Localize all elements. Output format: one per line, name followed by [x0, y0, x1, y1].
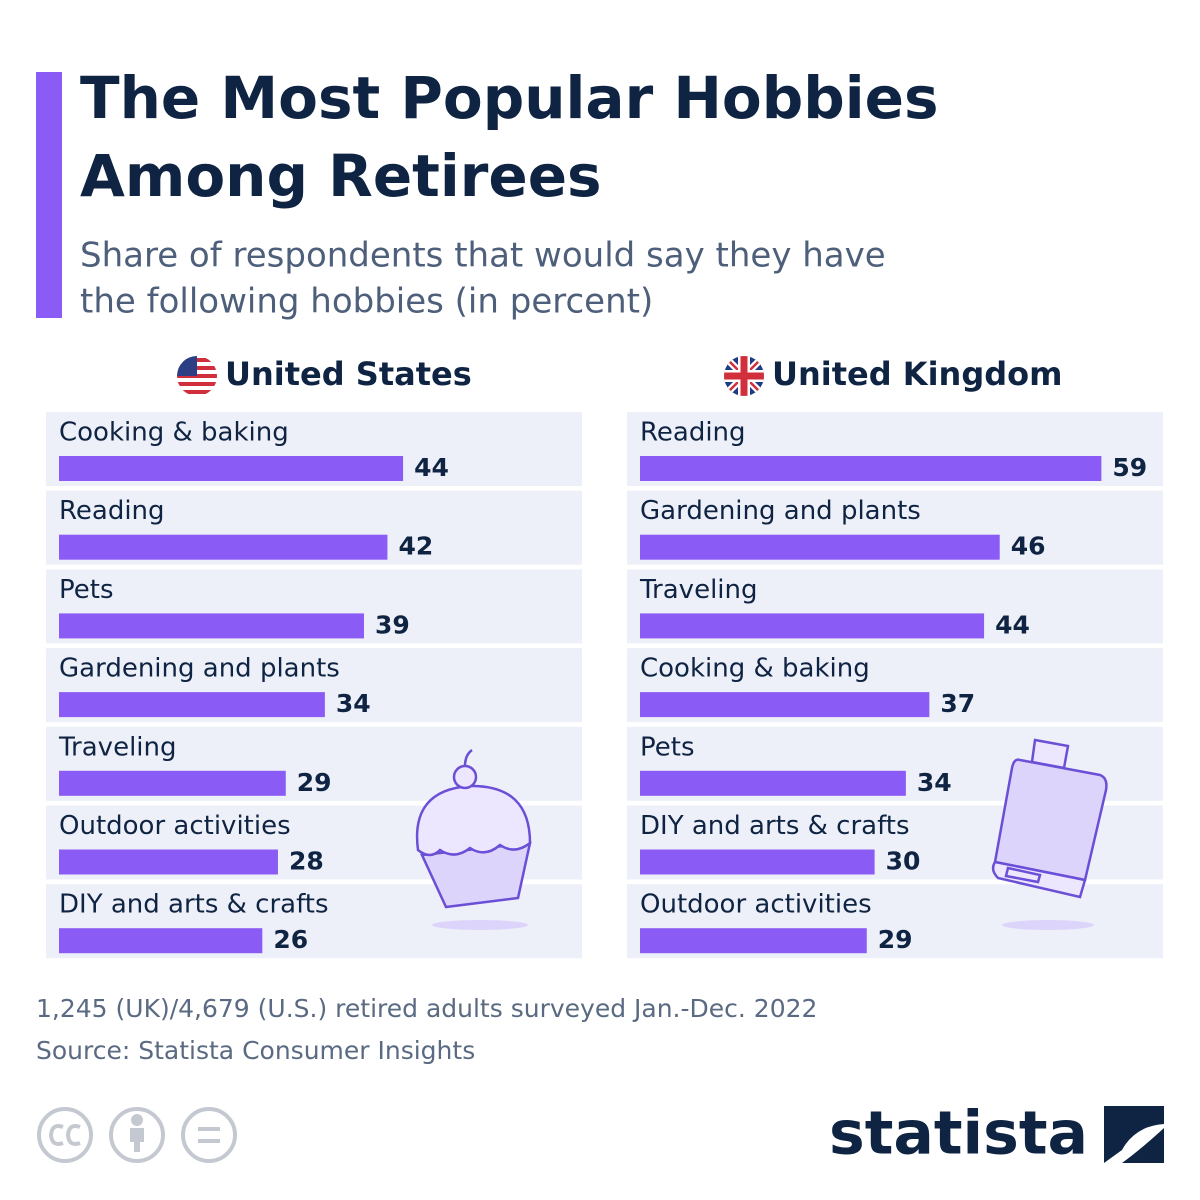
- bar: [59, 928, 263, 954]
- charts: Cooking & baking 44 Reading 42 Pets 39 Gardeni…: [46, 412, 1163, 959]
- bar: [640, 849, 875, 875]
- category-label: DIY and arts & crafts: [640, 811, 910, 841]
- bar: [59, 849, 278, 875]
- bar: [59, 692, 325, 718]
- accent-bar: [36, 72, 62, 318]
- note: 1,245 (UK)/4,679 (U.S.) retired adults s…: [36, 994, 817, 1023]
- value-label: 28: [289, 847, 324, 876]
- category-label: Outdoor activities: [59, 811, 291, 841]
- value-label: 44: [995, 610, 1030, 639]
- bar: [640, 928, 867, 954]
- bar: [59, 770, 286, 796]
- chart-title: United States: [225, 355, 472, 393]
- bar: [640, 692, 930, 718]
- cupcake-illustration: [415, 748, 532, 930]
- category-label: Cooking & baking: [59, 418, 289, 448]
- value-label: 29: [297, 768, 332, 797]
- value-label: 39: [375, 610, 410, 639]
- value-label: 42: [398, 532, 433, 561]
- category-label: Pets: [59, 575, 114, 605]
- chart-title: United Kingdom: [772, 355, 1062, 393]
- bar: [640, 770, 906, 796]
- value-label: 59: [1112, 453, 1147, 482]
- bar: [59, 456, 404, 481]
- value-label: 46: [1011, 532, 1046, 561]
- value-label: 29: [878, 925, 913, 954]
- bar: [640, 613, 985, 639]
- category-label: Pets: [640, 732, 695, 762]
- title-line: The Most Popular Hobbies: [80, 64, 939, 132]
- value-label: 30: [886, 847, 921, 876]
- brand-mark: [1104, 1106, 1164, 1163]
- value-label: 37: [940, 689, 975, 718]
- license-icons: [37, 1107, 237, 1163]
- category-label: Gardening and plants: [640, 496, 921, 526]
- category-label: Gardening and plants: [59, 654, 340, 684]
- bar: [640, 534, 1000, 560]
- us-flag: [177, 356, 217, 396]
- category-label: Traveling: [58, 732, 177, 762]
- category-label: Cooking & baking: [640, 654, 870, 684]
- value-label: 44: [414, 453, 449, 482]
- category-label: Traveling: [639, 575, 758, 605]
- brand-logo: statista: [829, 1099, 1088, 1169]
- title-line: Among Retirees: [80, 142, 602, 210]
- subtitle-line: the following hobbies (in percent): [80, 282, 653, 322]
- category-label: Reading: [59, 496, 165, 526]
- bar: [640, 456, 1102, 481]
- book-illustration: [991, 738, 1108, 930]
- value-label: 34: [336, 689, 371, 718]
- category-label: Reading: [640, 418, 746, 448]
- category-label: DIY and arts & crafts: [59, 890, 329, 920]
- uk-flag: [724, 356, 764, 396]
- bar: [59, 613, 364, 639]
- value-label: 26: [273, 925, 308, 954]
- value-label: 34: [917, 768, 952, 797]
- subtitle-line: Share of respondents that would say they…: [80, 236, 886, 276]
- bar: [59, 534, 388, 560]
- category-label: Outdoor activities: [640, 890, 872, 920]
- source: Source: Statista Consumer Insights: [36, 1036, 475, 1065]
